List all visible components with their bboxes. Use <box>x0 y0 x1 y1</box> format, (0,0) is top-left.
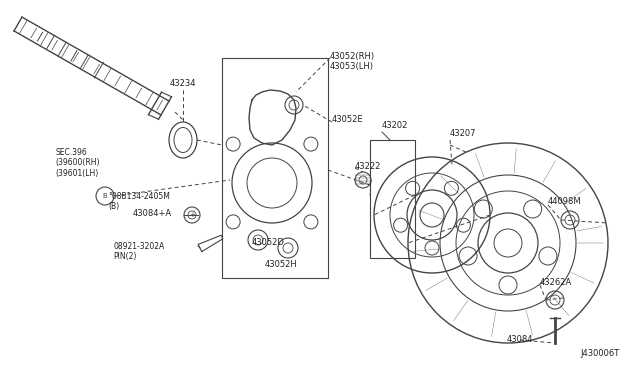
Text: 43052H: 43052H <box>265 260 298 269</box>
Text: B: B <box>102 193 108 199</box>
Text: J430006T: J430006T <box>580 349 620 358</box>
Text: 43222: 43222 <box>355 162 381 171</box>
Text: 08921-3202A
PIN(2): 08921-3202A PIN(2) <box>113 242 164 262</box>
Text: 43207: 43207 <box>450 129 477 138</box>
Text: 43052D: 43052D <box>252 238 285 247</box>
Text: 43202: 43202 <box>382 121 408 130</box>
Text: °08B134-2405M
(B): °08B134-2405M (B) <box>108 192 170 211</box>
Text: 43052(RH)
43053(LH): 43052(RH) 43053(LH) <box>330 52 375 71</box>
Bar <box>370 140 415 258</box>
Text: 43262A: 43262A <box>540 278 572 287</box>
Bar <box>222 58 328 278</box>
Text: 43084: 43084 <box>507 335 533 344</box>
Text: 43052E: 43052E <box>332 115 364 124</box>
Text: 44098M: 44098M <box>548 197 582 206</box>
Text: 43234: 43234 <box>170 79 196 88</box>
Text: SEC.396
(39600(RH)
(39601(LH): SEC.396 (39600(RH) (39601(LH) <box>55 148 99 178</box>
Text: 43084+A: 43084+A <box>133 208 172 218</box>
Text: +: + <box>189 212 195 218</box>
